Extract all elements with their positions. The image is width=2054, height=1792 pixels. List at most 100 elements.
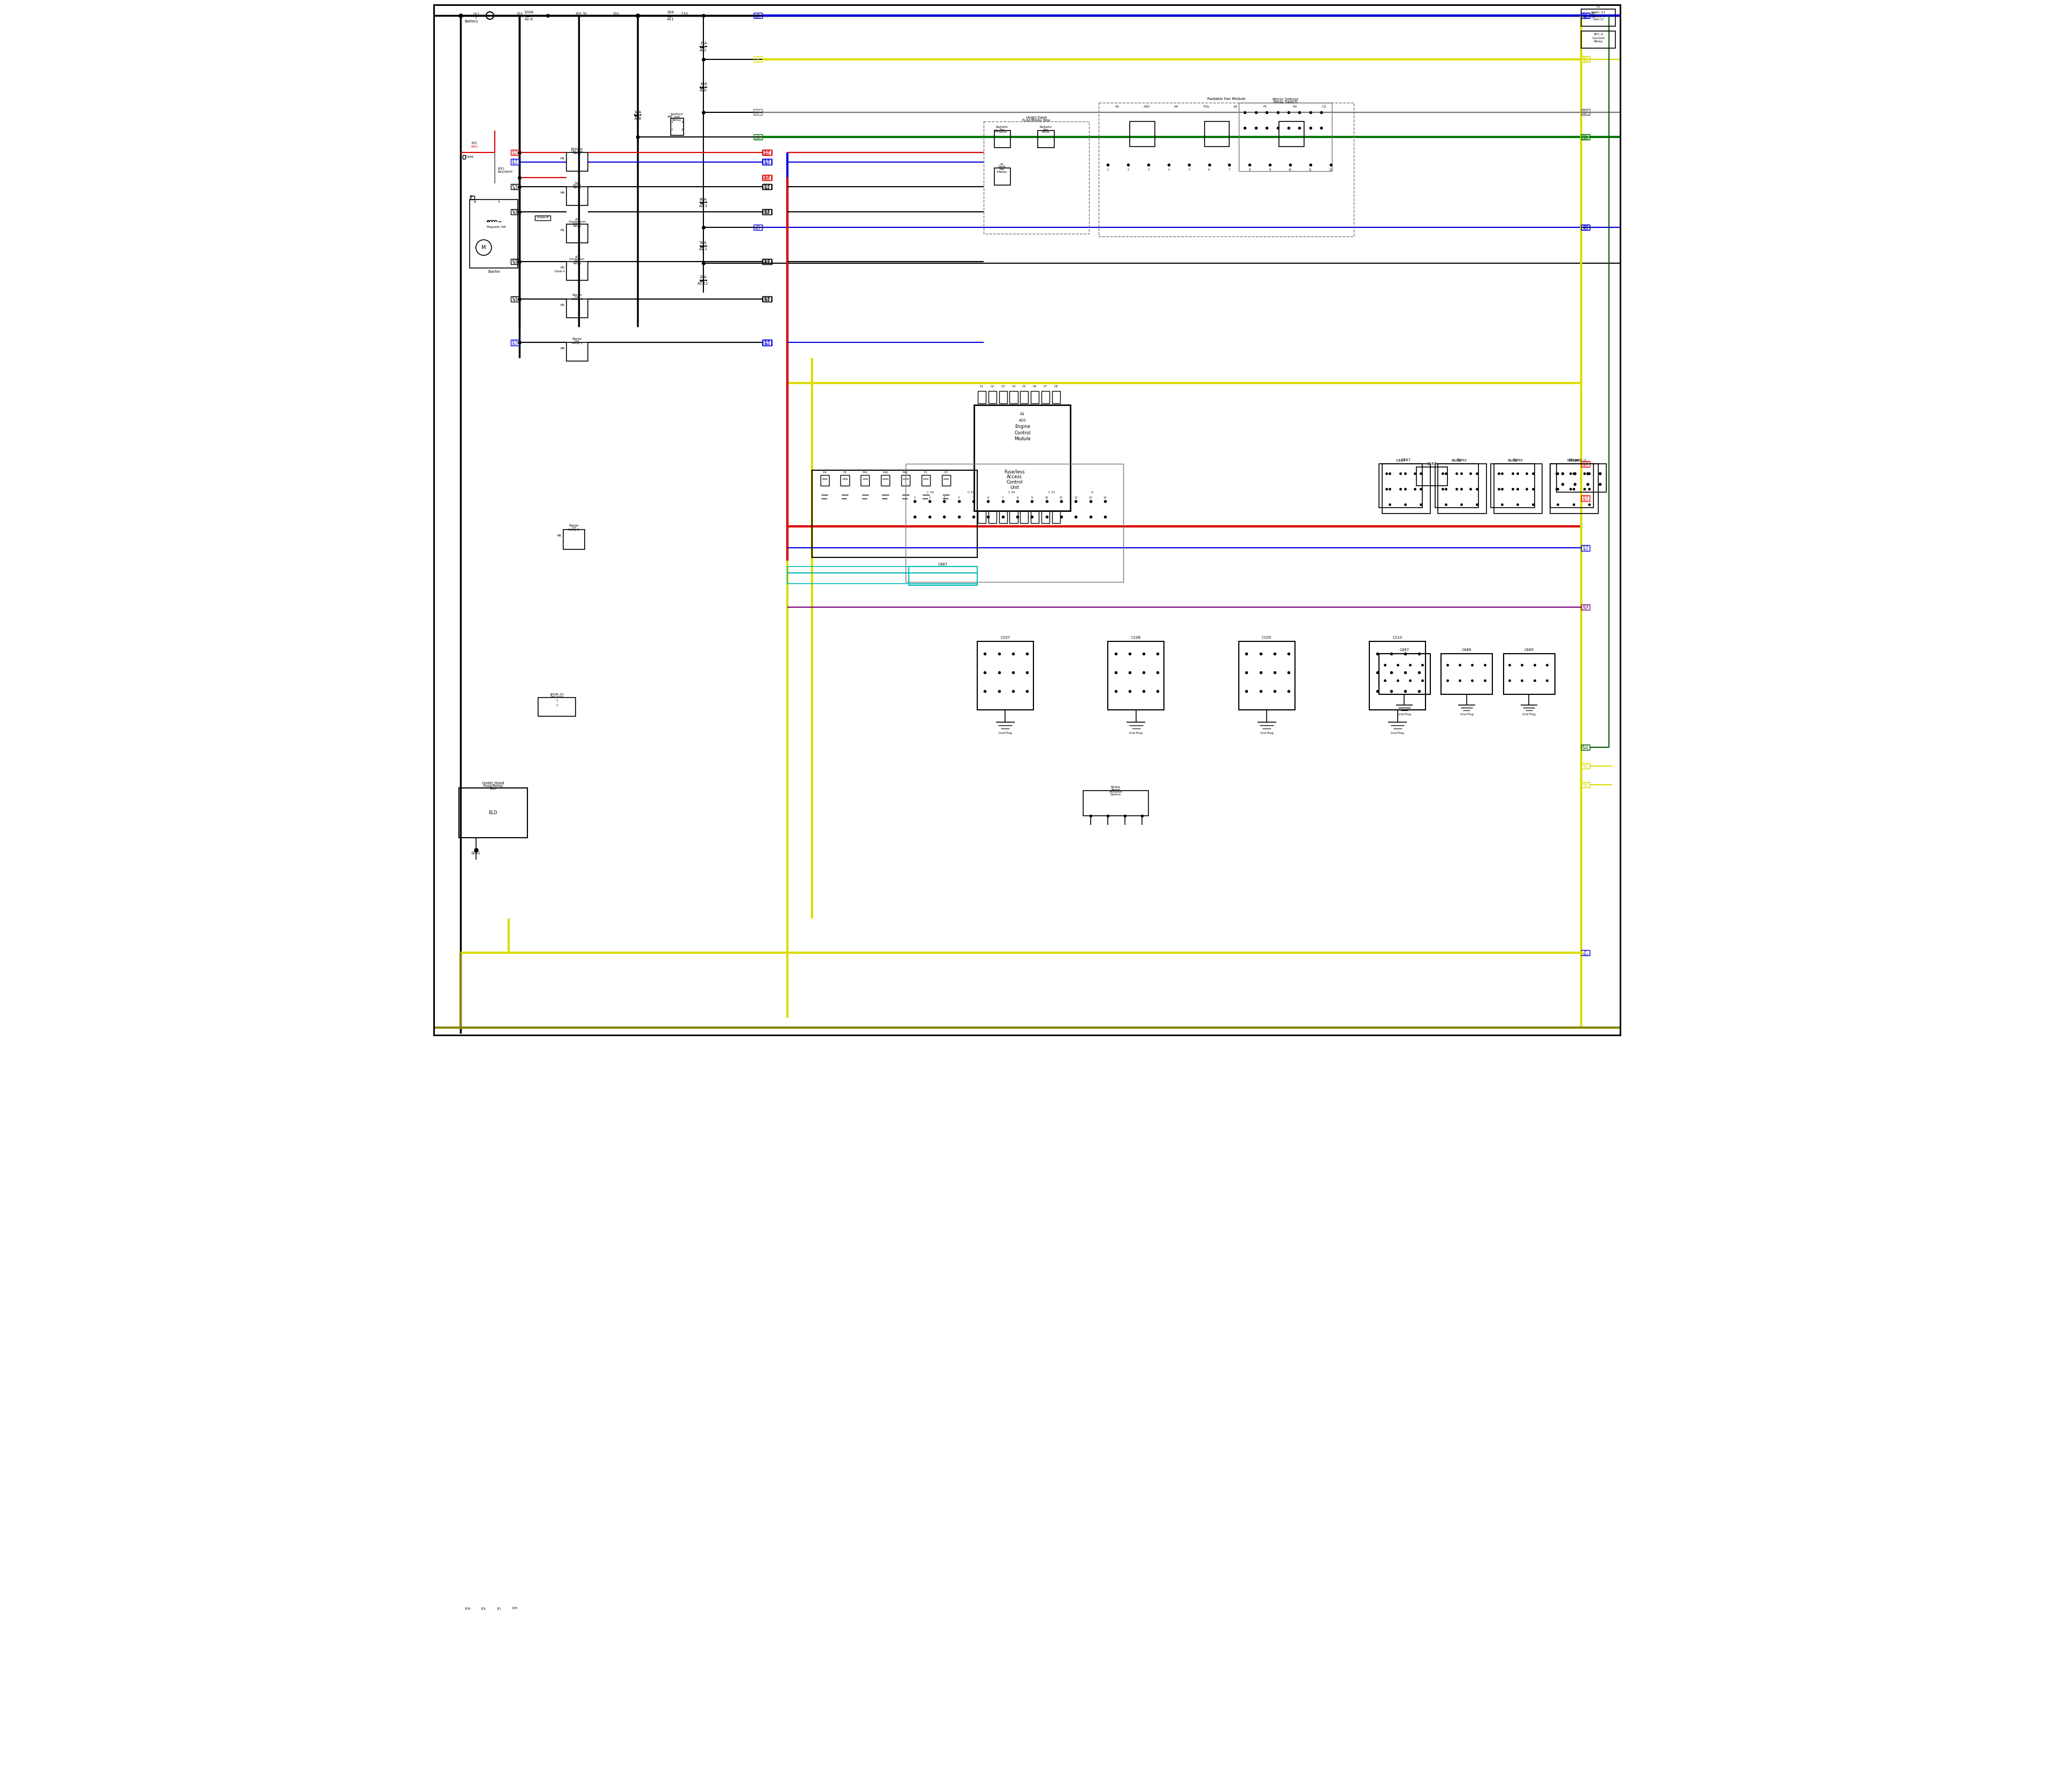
Bar [754, 224, 762, 229]
Text: C3: C3 [1000, 385, 1004, 389]
Text: Box: Box [489, 787, 497, 790]
Text: HVAC-11: HVAC-11 [1592, 18, 1604, 22]
Text: L2: L2 [994, 129, 998, 133]
Bar [1037, 131, 1054, 149]
Text: Condenser: Condenser [569, 258, 585, 260]
Text: 11: 11 [1308, 168, 1313, 170]
Text: T4: T4 [468, 195, 472, 199]
Text: IE-B: IE-B [764, 185, 770, 186]
Text: A1-6: A1-6 [524, 18, 534, 20]
Text: Relay: Relay [1456, 459, 1467, 462]
Text: A4: A4 [1175, 106, 1179, 108]
Text: Radiator Fan Module: Radiator Fan Module [1208, 97, 1245, 100]
Text: [E]: [E] [756, 134, 760, 138]
Bar [563, 529, 585, 550]
Text: BLK: BLK [511, 299, 518, 301]
Bar [754, 13, 762, 18]
Bar [988, 511, 996, 523]
Text: Coil: Coil [674, 116, 680, 118]
Text: IE-B: IE-B [764, 297, 770, 299]
Bar [1041, 391, 1050, 403]
Text: Fuse/less: Fuse/less [1004, 470, 1025, 475]
Bar [1021, 391, 1029, 403]
Text: BLU: BLU [1584, 548, 1588, 550]
Bar [754, 56, 762, 63]
Bar [994, 168, 1011, 185]
Text: Relay 1: Relay 1 [1592, 14, 1604, 18]
Text: IE-B: IE-B [1584, 763, 1588, 767]
Text: BLU: BLU [511, 161, 518, 165]
Text: Under Hood: Under Hood [483, 781, 503, 785]
Text: 12: 12 [1074, 496, 1078, 498]
Text: Gnd Plug: Gnd Plug [1460, 713, 1473, 717]
Text: A20: A20 [1144, 106, 1150, 108]
Text: Relay 2: Relay 2 [569, 529, 579, 530]
Bar [1370, 642, 1425, 710]
Bar [1493, 464, 1543, 514]
Bar [978, 391, 986, 403]
Text: C4: C4 [1013, 385, 1015, 389]
Bar [1382, 464, 1430, 514]
Text: IE-B: IE-B [764, 151, 770, 152]
Text: 16A: 16A [635, 111, 641, 113]
Text: BLK: BLK [764, 211, 770, 215]
Bar [978, 642, 1033, 710]
Text: C 11: C 11 [1048, 491, 1056, 495]
Bar [1052, 391, 1060, 403]
Bar [1551, 464, 1594, 507]
Text: RED: RED [511, 152, 518, 156]
Text: Switch: Switch [1109, 794, 1121, 796]
Text: 10: 10 [1288, 168, 1292, 170]
Text: BLU: BLU [1584, 16, 1588, 18]
Text: BLU: BLU [756, 16, 760, 18]
Text: Mirror Defrost: Mirror Defrost [1273, 99, 1298, 100]
Bar [567, 262, 587, 280]
Bar [754, 109, 762, 115]
Text: Relay: Relay [573, 152, 581, 154]
Text: [E]: [E] [1584, 226, 1588, 228]
Text: BLK: BLK [764, 299, 770, 301]
Text: 100A: 100A [524, 11, 534, 14]
Text: 13: 13 [1089, 496, 1093, 498]
Text: Magnetic SW: Magnetic SW [487, 226, 505, 229]
Text: L1: L1 [1596, 5, 1600, 9]
Bar [787, 566, 978, 584]
Text: C1: C1 [980, 385, 984, 389]
Text: ARC-1: ARC-1 [1575, 459, 1588, 462]
Text: M5: M5 [561, 158, 565, 159]
Bar [1582, 109, 1590, 115]
Text: A22: A22 [700, 48, 707, 52]
Bar [1239, 642, 1294, 710]
Text: Compressor: Compressor [569, 220, 585, 222]
Bar [1438, 464, 1487, 514]
Bar [1582, 224, 1590, 229]
Text: 20A: 20A [575, 13, 581, 14]
Text: IE-B: IE-B [511, 297, 518, 299]
Text: IE-B: IE-B [1584, 606, 1588, 607]
Text: M8: M8 [557, 534, 561, 538]
Text: IE-B: IE-B [764, 297, 770, 299]
Bar [994, 131, 1011, 149]
Bar [840, 475, 848, 486]
Text: C487: C487 [1397, 459, 1405, 462]
Text: Under-Dash: Under-Dash [1025, 116, 1048, 120]
Text: Security: Security [550, 695, 563, 699]
Bar [538, 697, 575, 717]
Text: 15A: 15A [700, 41, 707, 45]
Text: Relay: Relay [573, 186, 581, 190]
Bar [902, 475, 910, 486]
Text: C8: C8 [1054, 385, 1058, 389]
Text: 60A: 60A [700, 197, 707, 201]
Text: IE-B: IE-B [511, 151, 518, 152]
Text: S: S [497, 201, 499, 202]
Text: C1: C1 [1323, 106, 1327, 108]
Bar [762, 174, 770, 181]
Text: GRN: GRN [1582, 138, 1590, 140]
Text: X-Relay: X-Relay [996, 131, 1009, 133]
Text: C5: C5 [1023, 385, 1027, 389]
Bar [1442, 654, 1493, 694]
Bar [1582, 950, 1590, 955]
Bar [458, 788, 528, 837]
Text: X-Relay: X-Relay [996, 170, 1009, 174]
Text: IE-B: IE-B [1584, 462, 1588, 464]
